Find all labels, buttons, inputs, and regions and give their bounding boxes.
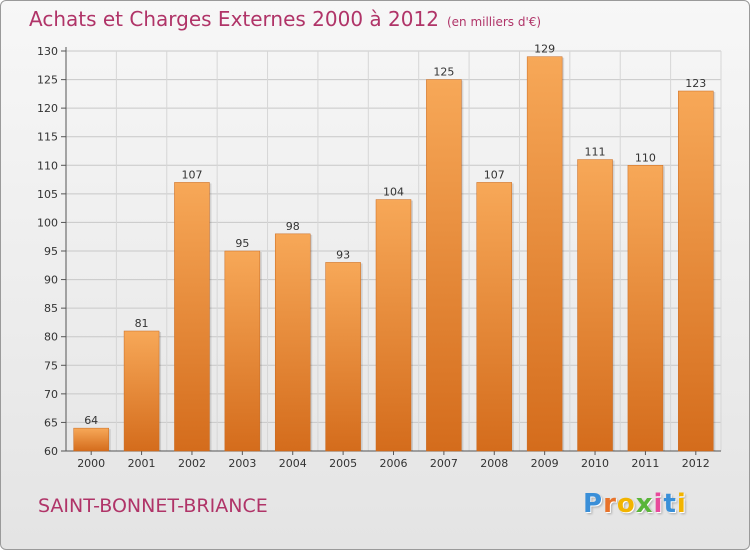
- data-label-2012: 123: [685, 77, 706, 90]
- x-tick-label-2006: 2006: [380, 457, 408, 470]
- bar-2003: [224, 250, 261, 452]
- data-label-2005: 93: [336, 248, 350, 261]
- bars: [73, 56, 716, 452]
- bar-2008: [476, 182, 513, 452]
- data-label-2011: 110: [635, 151, 656, 164]
- y-tick-label: 90: [44, 274, 58, 287]
- bar-2005: [325, 262, 361, 452]
- logo-letter: i: [676, 489, 687, 519]
- data-label-2007: 125: [433, 66, 454, 79]
- bar-2009: [526, 56, 563, 452]
- x-tick-label-2000: 2000: [77, 457, 105, 470]
- y-tick-label: 75: [44, 359, 58, 372]
- data-label-2009: 129: [534, 43, 555, 56]
- chart-title: Achats et Charges Externes 2000 à 2012 (e…: [29, 7, 541, 31]
- bar-2001: [123, 330, 160, 452]
- logo-letter: P: [583, 489, 604, 519]
- y-tick-label: 65: [44, 416, 58, 429]
- data-label-2000: 64: [84, 414, 98, 427]
- x-tick-label-2010: 2010: [581, 457, 609, 470]
- bar-2011: [627, 165, 664, 452]
- x-tick-label-2001: 2001: [128, 457, 156, 470]
- y-tick-label: 70: [44, 388, 58, 401]
- y-tick-label: 130: [37, 45, 58, 58]
- bar-2002: [174, 182, 210, 452]
- x-tick-label-2005: 2005: [329, 457, 357, 470]
- y-tick-label: 120: [37, 102, 58, 115]
- y-tick-label: 100: [37, 216, 58, 229]
- bar-2004: [274, 233, 311, 452]
- chart-subtitle: (en milliers d'€): [446, 15, 542, 29]
- y-tick-label: 105: [37, 188, 58, 201]
- data-labels: 64 81 107 95 98 93 104 125 107 129 111 110 123: [84, 43, 706, 427]
- x-tick-label-2004: 2004: [279, 457, 307, 470]
- bar-2006: [375, 199, 412, 452]
- bar-2000: [73, 427, 109, 452]
- proxiti-logo: Proxiti: [583, 489, 687, 519]
- logo-letter: x: [635, 489, 654, 519]
- commune-name: SAINT-BONNET-BRIANCE: [38, 495, 268, 517]
- x-tick-label-2012: 2012: [682, 457, 710, 470]
- bar-2010: [577, 159, 613, 452]
- y-tick-label: 95: [44, 245, 58, 258]
- x-tick-label-2003: 2003: [228, 457, 256, 470]
- x-tick-label-2008: 2008: [480, 457, 508, 470]
- logo-letter: t: [663, 489, 677, 519]
- y-tick-label: 60: [44, 445, 58, 458]
- axes: 60 65 70 75 80 85 90 95 100 105 110 115 120 125 130 200…: [37, 45, 721, 470]
- data-label-2010: 111: [585, 146, 606, 159]
- data-label-2001: 81: [135, 317, 149, 330]
- y-tick-label: 80: [44, 331, 58, 344]
- data-label-2008: 107: [484, 168, 505, 181]
- logo-letter: o: [616, 489, 636, 519]
- x-tick-label-2011: 2011: [631, 457, 659, 470]
- y-tick-label: 115: [37, 131, 58, 144]
- logo-letter: r: [603, 489, 617, 519]
- logo-letter: i: [653, 489, 664, 519]
- bar-2007: [426, 79, 462, 452]
- y-tick-label: 85: [44, 302, 58, 315]
- x-tick-label-2009: 2009: [531, 457, 559, 470]
- data-label-2004: 98: [286, 220, 300, 233]
- x-tick-label-2007: 2007: [430, 457, 458, 470]
- y-tick-label: 125: [37, 74, 58, 87]
- x-tick-label-2002: 2002: [178, 457, 206, 470]
- data-label-2003: 95: [235, 237, 249, 250]
- chart-title-text: Achats et Charges Externes 2000 à 2012: [29, 7, 439, 31]
- y-tick-label: 110: [37, 159, 58, 172]
- bar-2012: [678, 90, 714, 452]
- data-label-2006: 104: [383, 186, 404, 199]
- data-label-2002: 107: [181, 168, 202, 181]
